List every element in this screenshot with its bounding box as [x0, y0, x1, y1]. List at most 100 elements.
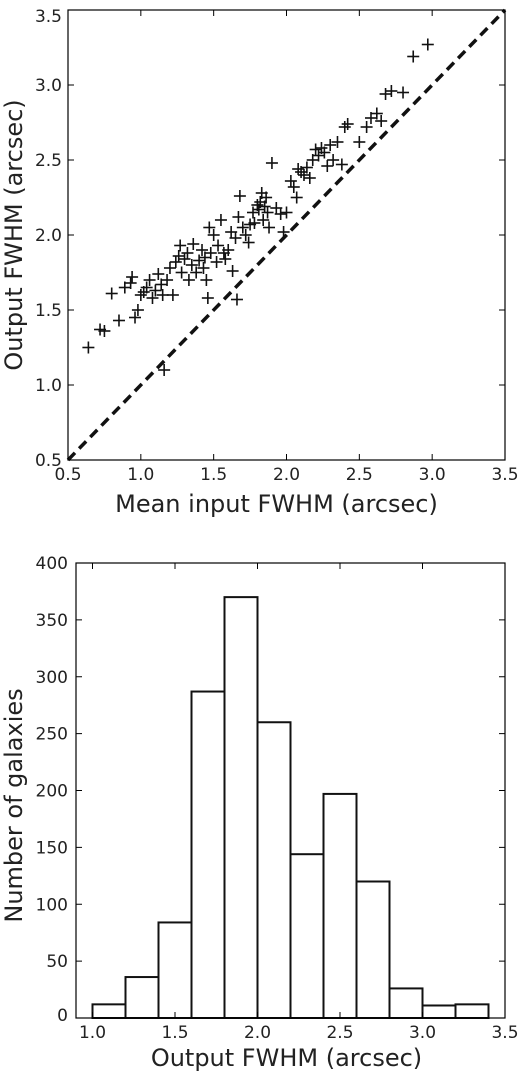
scatter-point [156, 289, 169, 301]
scatter-point [277, 226, 290, 238]
scatter-point [134, 289, 147, 301]
x-tick-label: 3.0 [409, 1023, 436, 1043]
scatter-point [193, 254, 206, 267]
scatter-point [331, 136, 344, 148]
x-tick-label: 3.0 [419, 465, 446, 485]
y-tick-label: 250 [36, 725, 68, 745]
x-tick-label: 2.5 [326, 1023, 353, 1043]
scatter-point [124, 277, 137, 289]
scatter-point [210, 256, 223, 268]
scatter-point [318, 146, 331, 159]
scatter-point [309, 143, 322, 156]
scatter-point [335, 158, 348, 171]
histogram-bar [91, 1003, 127, 1019]
scatter-point [258, 200, 271, 213]
x-tick-label: 1.5 [161, 1023, 188, 1043]
y-tick-label: 400 [36, 554, 68, 574]
scatter-point [140, 281, 153, 294]
scatter-point [292, 163, 305, 175]
y-tick-label: 3.5 [35, 7, 62, 27]
scatter-point [181, 247, 194, 259]
histogram-panel: 1.0 1.5 2.0 2.5 3.0 3.5 0 50 100 150 200 250 300 350 4… [0, 554, 519, 1072]
y-tick-label: 350 [36, 611, 68, 631]
y-tick-label: 1.5 [35, 301, 62, 321]
x-tick-label: 3.5 [491, 465, 518, 485]
scatter-point [327, 154, 340, 166]
scatter-point [274, 208, 287, 220]
scatter-point [158, 364, 171, 376]
y-tick-label: 100 [36, 895, 68, 915]
x-tick-label: 1.0 [79, 1023, 106, 1043]
histogram-bar [454, 1003, 490, 1019]
y-tick-label: 2.5 [35, 151, 62, 171]
histogram-bar [322, 792, 358, 1019]
scatter-point [143, 274, 156, 286]
scatter-point [131, 304, 144, 316]
scatter-point [161, 274, 174, 286]
scatter-point [214, 214, 227, 226]
scatter-point [232, 211, 245, 223]
scatter-point [375, 115, 388, 127]
x-tick-label: 3.5 [491, 1023, 518, 1043]
scatter-point [98, 325, 111, 337]
histogram-bar [157, 921, 193, 1020]
scatter-point [226, 265, 239, 277]
scatter-point [284, 175, 297, 187]
scatter-point [242, 236, 255, 249]
scatter-point [201, 292, 214, 304]
scatter-point [196, 244, 209, 256]
y-tick-label: 1.0 [35, 376, 62, 396]
y-tick-label: 300 [36, 668, 68, 688]
scatter-point [146, 292, 159, 304]
scatter-point [263, 221, 276, 234]
scatter-point [190, 266, 203, 279]
y-tick-label: 50 [46, 952, 68, 972]
y-axis-label: Number of galaxies [0, 688, 28, 922]
scatter-point [257, 214, 270, 226]
scatter-point [129, 311, 142, 324]
scatter-point [204, 247, 217, 259]
scatter-point [212, 239, 225, 252]
scatter-point [370, 107, 383, 120]
histogram-bar [421, 1004, 457, 1019]
scatter-point [290, 191, 303, 204]
scatter-point [252, 203, 265, 216]
scatter-point [265, 157, 278, 169]
histogram-bar [190, 690, 226, 1019]
scatter-point [172, 250, 185, 262]
histogram-bar [355, 880, 391, 1019]
scatter-point [82, 341, 95, 354]
scatter-point [246, 206, 259, 219]
scatter-point [219, 253, 232, 265]
scatter-point [166, 289, 179, 301]
y-axis-label: Output FWHM (arcsec) [0, 99, 28, 370]
x-tick-label: 0.5 [54, 465, 81, 485]
scatter-point [324, 139, 337, 151]
scatter-point [261, 206, 274, 219]
histogram-bar [124, 976, 160, 1019]
scatter-point [185, 259, 198, 271]
scatter-point [379, 88, 392, 100]
scatter-point [112, 314, 125, 327]
scatter-point [360, 121, 373, 133]
histogram-bar [388, 987, 424, 1019]
scatter-point [321, 160, 334, 172]
x-tick-label: 1.5 [200, 465, 227, 485]
scatter-point [222, 244, 235, 256]
scatter-point [203, 221, 216, 234]
x-axis-label: Mean input FWHM (arcsec) [115, 490, 438, 518]
scatter-point [207, 229, 220, 241]
x-tick-label: 2.0 [244, 1023, 271, 1043]
histogram-bar [289, 853, 325, 1020]
scatter-point [312, 149, 325, 162]
scatter-point [229, 232, 242, 244]
x-tick-label: 2.5 [346, 465, 373, 485]
scatter-point [105, 287, 118, 300]
scatter-point [287, 181, 300, 193]
scatter-point [149, 284, 162, 297]
scatter-point [280, 206, 293, 219]
scatter-point [182, 274, 195, 286]
scatter-point [126, 271, 139, 283]
scatter-point [230, 293, 243, 306]
